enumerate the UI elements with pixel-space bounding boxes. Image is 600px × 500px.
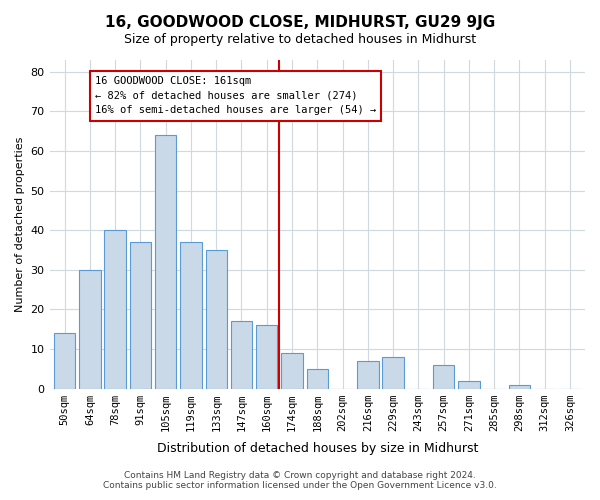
- Bar: [104, 230, 126, 388]
- Bar: [54, 333, 76, 388]
- Bar: [509, 384, 530, 388]
- Bar: [231, 321, 252, 388]
- Bar: [206, 250, 227, 388]
- Text: Contains HM Land Registry data © Crown copyright and database right 2024.
Contai: Contains HM Land Registry data © Crown c…: [103, 470, 497, 490]
- Bar: [458, 380, 479, 388]
- Bar: [130, 242, 151, 388]
- Bar: [433, 365, 454, 388]
- Bar: [382, 357, 404, 388]
- Bar: [357, 361, 379, 388]
- Bar: [79, 270, 101, 388]
- Text: 16, GOODWOOD CLOSE, MIDHURST, GU29 9JG: 16, GOODWOOD CLOSE, MIDHURST, GU29 9JG: [105, 15, 495, 30]
- Bar: [307, 368, 328, 388]
- Y-axis label: Number of detached properties: Number of detached properties: [15, 136, 25, 312]
- X-axis label: Distribution of detached houses by size in Midhurst: Distribution of detached houses by size …: [157, 442, 478, 455]
- Bar: [180, 242, 202, 388]
- Text: 16 GOODWOOD CLOSE: 161sqm
← 82% of detached houses are smaller (274)
16% of semi: 16 GOODWOOD CLOSE: 161sqm ← 82% of detac…: [95, 76, 376, 116]
- Text: Size of property relative to detached houses in Midhurst: Size of property relative to detached ho…: [124, 32, 476, 46]
- Bar: [256, 325, 277, 388]
- Bar: [281, 353, 303, 388]
- Bar: [155, 135, 176, 388]
